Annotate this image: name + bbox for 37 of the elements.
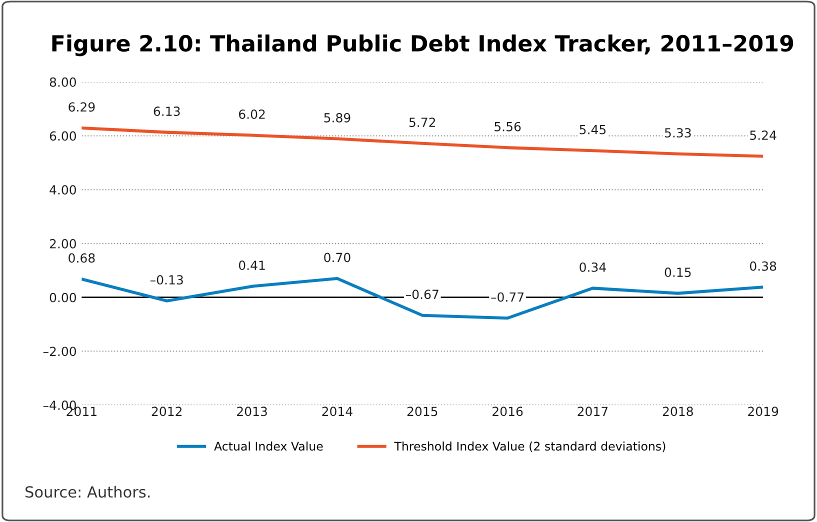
source-note: Source: Authors. — [26, 486, 150, 498]
x-tick-label: 2015 — [407, 406, 438, 416]
x-tick-label: 2013 — [237, 406, 267, 416]
x-tick-label: 2018 — [662, 406, 693, 416]
data-label: 5.56 — [494, 122, 521, 132]
chart-title: Figure 2.10: Thailand Public Debt Index Tracker, 2011–2019 — [52, 34, 794, 56]
data-label: –0.77 — [491, 292, 524, 302]
data-label: 6.02 — [239, 110, 265, 119]
y-tick-label: 8.00 — [50, 77, 76, 87]
data-label: 0.70 — [324, 252, 350, 262]
data-label: 0.15 — [664, 268, 691, 278]
data-label: –0.67 — [406, 290, 438, 300]
x-tick-label: 2017 — [578, 406, 608, 416]
data-label: 5.33 — [664, 128, 691, 138]
data-label: 0.38 — [750, 261, 776, 271]
line-series — [82, 276, 764, 320]
data-label: 5.24 — [750, 130, 776, 140]
data-label: 0.68 — [68, 253, 95, 263]
data-label: 5.89 — [324, 113, 350, 122]
data-label: 5.45 — [580, 125, 606, 134]
y-tick-label: 6.00 — [50, 131, 76, 141]
legend-label: Actual Index Value — [214, 442, 323, 451]
data-label: 0.34 — [580, 262, 606, 272]
data-label: 0.41 — [238, 260, 265, 270]
y-tick-label: 4.00 — [50, 185, 76, 195]
data-label: 6.29 — [68, 102, 95, 112]
data-label: 6.13 — [154, 106, 180, 116]
x-tick-label: 2016 — [492, 406, 523, 416]
x-tick-label: 2014 — [322, 406, 352, 416]
y-tick-label: 0.00 — [50, 292, 76, 302]
data-label: 5.72 — [409, 118, 436, 128]
y-tick-label: 2.00 — [50, 238, 76, 248]
x-tick-label: 2019 — [748, 406, 778, 416]
data-label: –0.13 — [150, 275, 183, 285]
legend-label: Threshold Index Value (2 standard deviations) — [394, 442, 666, 452]
x-tick-label: 2012 — [152, 406, 182, 416]
y-tick-label: –2.00 — [43, 346, 76, 356]
